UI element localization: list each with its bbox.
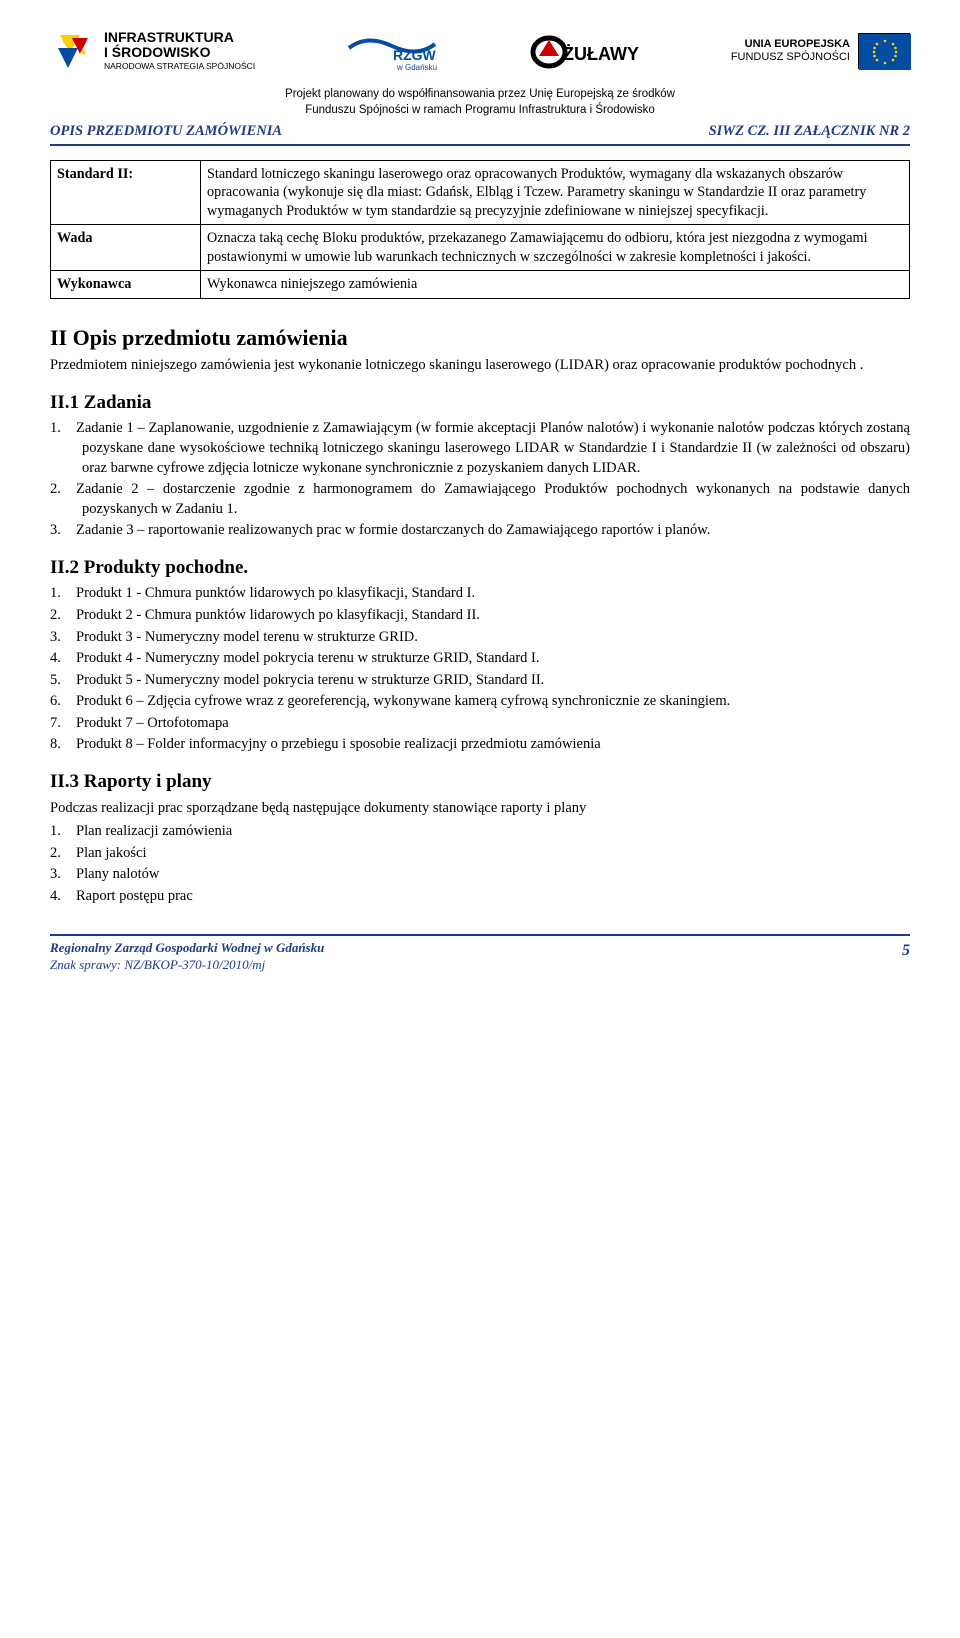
list-item: Zadanie 2 – dostarczenie zgodnie z harmo… bbox=[50, 480, 910, 519]
page-footer: Regionalny Zarząd Gospodarki Wodnej w Gd… bbox=[50, 936, 910, 974]
title-right: SIWZ CZ. III ZAŁĄCZNIK NR 2 bbox=[709, 122, 910, 142]
list-raporty: Plan realizacji zamówienia Plan jakości … bbox=[50, 822, 910, 906]
list-item: Produkt 2 - Chmura punktów lidarowych po… bbox=[50, 606, 910, 626]
zulawy-icon: ŻUŁAWY bbox=[529, 30, 639, 72]
list-item: Raport postępu prac bbox=[50, 887, 910, 907]
list-item: Produkt 6 – Zdjęcia cyfrowe wraz z geore… bbox=[50, 692, 910, 712]
rzgw-icon: RZGW w Gdańsku bbox=[347, 30, 437, 72]
desc-cell: Oznacza taką cechę Bloku produktów, prze… bbox=[201, 225, 910, 271]
heading-ii-2: II.2 Produkty pochodne. bbox=[50, 555, 910, 581]
list-item: Produkt 7 – Ortofotomapa bbox=[50, 714, 910, 734]
list-item: Plany nalotów bbox=[50, 865, 910, 885]
header-logo-bar: INFRASTRUKTURA I ŚRODOWISKO NARODOWA STR… bbox=[50, 30, 910, 72]
list-item: Zadanie 1 – Zaplanowanie, uzgodnienie z … bbox=[50, 419, 910, 478]
logo-infrastruktura: INFRASTRUKTURA I ŚRODOWISKO NARODOWA STR… bbox=[50, 30, 255, 72]
logo4-line1: UNIA EUROPEJSKA bbox=[731, 38, 850, 51]
logo1-line2: NARODOWA STRATEGIA SPÓJNOŚCI bbox=[104, 61, 255, 72]
table-row: Standard II: Standard lotniczego skaning… bbox=[51, 160, 910, 224]
list-item: Produkt 3 - Numeryczny model terenu w st… bbox=[50, 628, 910, 648]
term-cell: Wykonawca bbox=[51, 271, 201, 298]
svg-text:RZGW: RZGW bbox=[393, 47, 437, 63]
eu-flag-icon bbox=[858, 33, 910, 69]
term-cell: Standard II: bbox=[51, 160, 201, 224]
logo-zulawy: ŻUŁAWY bbox=[529, 30, 639, 72]
list-item: Produkt 5 - Numeryczny model pokrycia te… bbox=[50, 671, 910, 691]
list-zadania: Zadanie 1 – Zaplanowanie, uzgodnienie z … bbox=[50, 419, 910, 540]
table-row: Wykonawca Wykonawca niniejszego zamówien… bbox=[51, 271, 910, 298]
list-produkty: Produkt 1 - Chmura punktów lidarowych po… bbox=[50, 584, 910, 755]
list-item: Produkt 8 – Folder informacyjny o przebi… bbox=[50, 735, 910, 755]
page-number: 5 bbox=[902, 940, 910, 974]
desc-cell: Wykonawca niniejszego zamówienia bbox=[201, 271, 910, 298]
list-item: Zadanie 3 – raportowanie realizowanych p… bbox=[50, 521, 910, 541]
definitions-table: Standard II: Standard lotniczego skaning… bbox=[50, 160, 910, 299]
section-ii-para: Przedmiotem niniejszego zamówienia jest … bbox=[50, 356, 910, 376]
table-row: Wada Oznacza taką cechę Bloku produktów,… bbox=[51, 225, 910, 271]
svg-text:ŻUŁAWY: ŻUŁAWY bbox=[563, 44, 639, 64]
title-bar: OPIS PRZEDMIOTU ZAMÓWIENIA SIWZ CZ. III … bbox=[50, 122, 910, 146]
heading-ii-3: II.3 Raporty i plany bbox=[50, 769, 910, 795]
list-item: Plan realizacji zamówienia bbox=[50, 822, 910, 842]
logo-rzgw: RZGW w Gdańsku bbox=[347, 30, 437, 72]
logo4-line2: FUNDUSZ SPÓJNOŚCI bbox=[731, 51, 850, 64]
desc-cell: Standard lotniczego skaningu laserowego … bbox=[201, 160, 910, 224]
sec23-intro: Podczas realizacji prac sporządzane będą… bbox=[50, 799, 910, 819]
footer-line2: Znak sprawy: NZ/BKOP-370-10/2010/mj bbox=[50, 957, 324, 974]
term-cell: Wada bbox=[51, 225, 201, 271]
logo-eu: UNIA EUROPEJSKA FUNDUSZ SPÓJNOŚCI bbox=[731, 33, 910, 69]
svg-text:w Gdańsku: w Gdańsku bbox=[396, 63, 437, 72]
footer-line1: Regionalny Zarząd Gospodarki Wodnej w Gd… bbox=[50, 940, 324, 957]
list-item: Produkt 1 - Chmura punktów lidarowych po… bbox=[50, 584, 910, 604]
project-cofinancing-line: Projekt planowany do współfinansowania p… bbox=[50, 87, 910, 118]
title-left: OPIS PRZEDMIOTU ZAMÓWIENIA bbox=[50, 122, 282, 142]
logo1-line1b: I ŚRODOWISKO bbox=[104, 45, 255, 60]
heading-ii-1: II.1 Zadania bbox=[50, 390, 910, 416]
list-item: Plan jakości bbox=[50, 844, 910, 864]
infrastruktura-icon bbox=[50, 30, 96, 72]
list-item: Produkt 4 - Numeryczny model pokrycia te… bbox=[50, 649, 910, 669]
heading-section-ii: II Opis przedmiotu zamówienia bbox=[50, 323, 910, 353]
